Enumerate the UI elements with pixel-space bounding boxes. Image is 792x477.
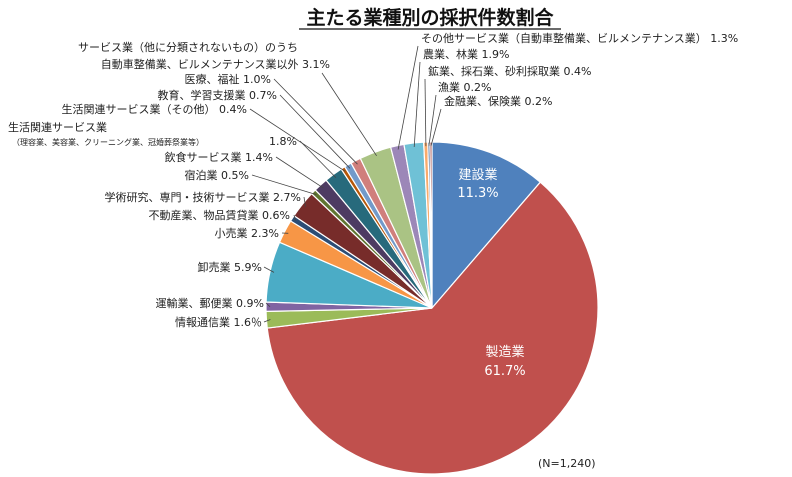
slice-label-6: 不動産業、物品賃貸業 0.6% xyxy=(149,208,290,222)
slice-label-14: 自動車整備業、ビルメンテナンス業以外 3.1% xyxy=(101,57,330,71)
leader-line-18 xyxy=(428,94,437,147)
slice-label-18: 漁業 0.2% xyxy=(438,80,491,94)
slice-label-10-line1: 生活関連サービス業 xyxy=(8,120,107,134)
slice-label-value-0: 11.3% xyxy=(457,186,498,201)
slice-label-3: 運輸業、郵便業 0.9% xyxy=(156,296,264,310)
leader-line-3 xyxy=(265,302,271,307)
pie-slices xyxy=(265,141,599,475)
leader-lines xyxy=(249,45,442,323)
slice-label-13: 医療、福祉 1.0% xyxy=(185,72,271,86)
slice-label-11: 生活関連サービス業（その他） 0.4% xyxy=(62,102,247,116)
leader-line-9 xyxy=(275,156,324,189)
slice-label-9: 飲食サービス業 1.4% xyxy=(165,150,273,164)
slice-0 xyxy=(431,141,542,310)
slice-1 xyxy=(266,181,599,475)
chart-title: 主たる業種別の採択件数割合 xyxy=(306,6,554,29)
leader-line-7 xyxy=(303,196,306,207)
leader-line-19 xyxy=(430,108,442,147)
slice-label-10-line2: （理容業、美容業、クリーニング業、冠婚葬祭業等） xyxy=(12,137,204,147)
slice-label-value-1: 61.7% xyxy=(484,364,525,379)
slice-label-name-0: 建設業 xyxy=(458,167,497,183)
slice-label-4: 卸売業 5.9% xyxy=(198,260,262,274)
leader-line-6 xyxy=(293,214,297,221)
slice-label-19: 金融業、保険業 0.2% xyxy=(444,94,552,108)
slice-label-name-1: 製造業 xyxy=(485,344,524,360)
leader-line-4 xyxy=(263,266,275,273)
sample-size-note: (N=1,240) xyxy=(538,457,596,470)
leader-line-8 xyxy=(251,174,317,195)
leader-line-15 xyxy=(397,45,419,150)
leader-line-11 xyxy=(249,108,346,172)
slice-labels: 建設業 11.3% 製造業 61.7% 情報通信業 1.6％ 運輸業、郵便業 0.9% 卸売… xyxy=(8,31,738,379)
leader-line-14 xyxy=(321,72,377,157)
slice-label-16: 農業、林業 1.9% xyxy=(423,47,509,61)
leader-line-10 xyxy=(299,140,337,178)
leader-line-13 xyxy=(273,78,358,165)
slice-label-2: 情報通信業 1.6％ xyxy=(175,316,262,329)
slice-label-12: 教育、学習支援業 0.7% xyxy=(158,88,277,102)
slice-label-15: その他サービス業（自動車整備業、ビルメンテナンス業） 1.3% xyxy=(421,31,738,45)
leader-line-12 xyxy=(279,94,351,169)
leader-line-2 xyxy=(263,319,271,323)
slice-label-7: 学術研究、専門・技術サービス業 2.7% xyxy=(105,190,301,204)
slice-label-10: 1.8% xyxy=(269,135,297,148)
slice-label-17: 鉱業、採石業、砂利採取業 0.4% xyxy=(428,64,591,78)
leader-line-16 xyxy=(413,61,421,148)
slice-label-14-line1: サービス業（他に分類されないもの）のうち xyxy=(78,41,298,54)
slice-label-5: 小売業 2.3% xyxy=(215,227,279,240)
slice-label-8: 宿泊業 0.5% xyxy=(185,168,249,182)
leader-line-17 xyxy=(424,78,427,147)
